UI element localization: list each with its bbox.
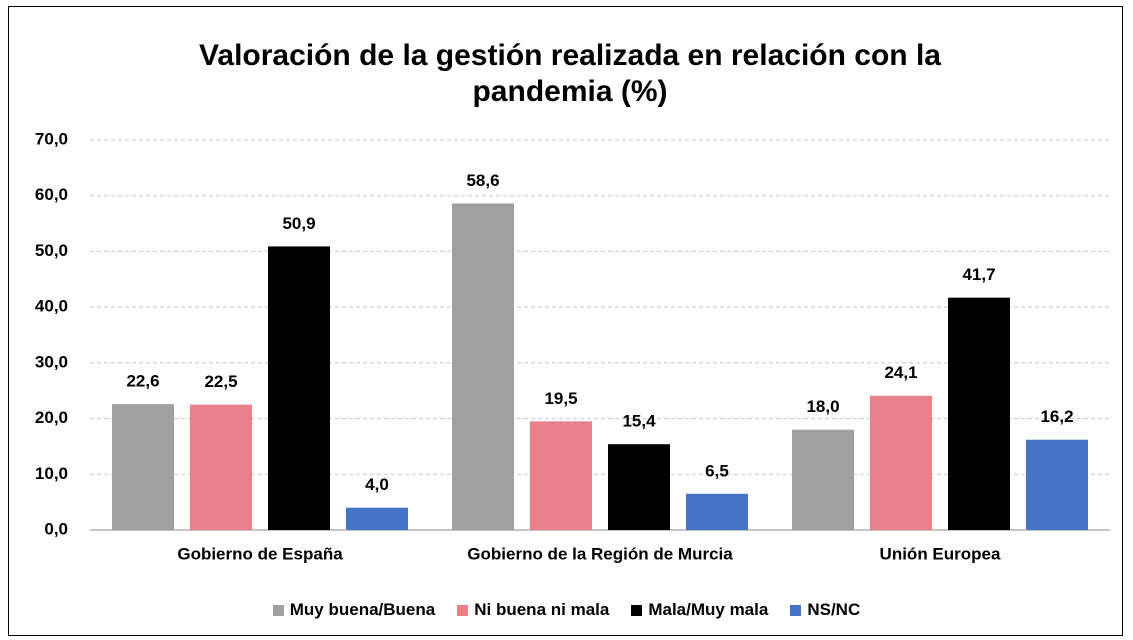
value-label: 16,2: [1040, 407, 1073, 426]
chart-frame: [8, 6, 1123, 636]
y-tick-label: 10,0: [35, 464, 68, 483]
y-tick-label: 70,0: [35, 129, 68, 148]
value-label: 24,1: [884, 363, 917, 382]
value-label: 22,6: [126, 372, 159, 391]
bar: [452, 203, 514, 530]
value-label: 22,5: [204, 372, 237, 391]
bar: [530, 421, 592, 530]
legend-item: Ni buena ni mala: [457, 600, 609, 620]
bar: [870, 395, 932, 530]
y-tick-label: 60,0: [35, 185, 68, 204]
bar: [948, 297, 1010, 530]
legend-label: Ni buena ni mala: [474, 600, 610, 619]
chart-title: Valoración de la gestión realizada en re…: [199, 39, 941, 108]
bar: [686, 493, 748, 530]
x-tick-label: Gobierno de la Región de Murcia: [467, 544, 733, 563]
legend-label: Mala/Muy mala: [648, 600, 769, 619]
legend-item: Mala/Muy mala: [631, 600, 768, 620]
legend: Muy buena/Buena Ni buena ni mala Mala/Muy …: [0, 600, 1133, 620]
legend-label: Muy buena/Buena: [289, 600, 436, 619]
value-label: 4,0: [365, 475, 389, 494]
y-tick-label: 40,0: [35, 297, 68, 316]
y-tick-label: 50,0: [35, 241, 68, 260]
legend-item: NS/NC: [790, 600, 860, 620]
bar: [112, 404, 174, 530]
value-label: 41,7: [962, 265, 995, 284]
legend-label: NS/NC: [807, 600, 861, 619]
legend-swatch: [790, 604, 802, 616]
bar: [268, 246, 330, 530]
value-label: 50,9: [282, 214, 315, 233]
value-label: 18,0: [806, 397, 839, 416]
bar: [1026, 439, 1088, 530]
value-label: 15,4: [622, 412, 656, 431]
legend-swatch: [272, 604, 284, 616]
legend-swatch: [631, 604, 643, 616]
bar: [792, 429, 854, 530]
y-tick-label: 30,0: [35, 352, 68, 371]
y-tick-label: 0,0: [44, 519, 68, 538]
bar: [190, 404, 252, 530]
bar: [608, 444, 670, 530]
value-label: 6,5: [705, 461, 729, 480]
legend-swatch: [457, 604, 469, 616]
bar: [346, 507, 408, 530]
value-label: 58,6: [466, 171, 499, 190]
x-tick-label: Gobierno de España: [177, 544, 343, 563]
y-tick-label: 20,0: [35, 408, 68, 427]
legend-item: Muy buena/Buena: [272, 600, 436, 620]
x-tick-label: Unión Europea: [880, 544, 1001, 563]
value-label: 19,5: [544, 389, 577, 408]
